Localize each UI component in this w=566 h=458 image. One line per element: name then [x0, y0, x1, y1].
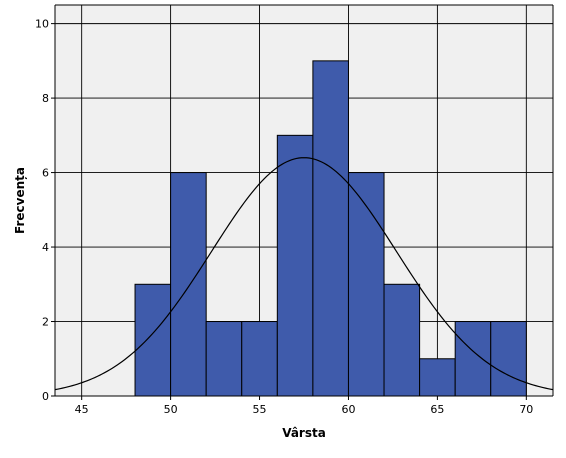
y-tick-label: 4 — [42, 241, 49, 254]
y-tick-label: 6 — [42, 167, 49, 180]
x-tick-label: 55 — [253, 403, 267, 416]
histogram-bar — [170, 172, 207, 397]
histogram-bar — [454, 321, 492, 397]
x-axis-title: Vârsta — [282, 426, 326, 440]
tick-labels: 0 2 4 6 8 10 45 50 55 60 65 70 — [35, 18, 533, 416]
histogram-bar — [241, 321, 278, 397]
histogram-bar — [490, 321, 527, 397]
histogram-bar — [134, 283, 172, 397]
y-tick-label: 8 — [42, 92, 49, 105]
y-tick-label: 10 — [35, 18, 49, 31]
histogram-bar — [276, 134, 314, 397]
histogram-bars — [134, 60, 527, 397]
x-tick-label: 65 — [430, 403, 444, 416]
x-tick-label: 45 — [75, 403, 89, 416]
normal-curve — [54, 157, 554, 391]
histogram-bar — [383, 283, 421, 397]
x-tick-label: 50 — [164, 403, 178, 416]
axes — [54, 4, 554, 397]
y-axis-title: Frecvența — [13, 167, 27, 234]
histogram-bar — [347, 172, 385, 397]
y-tick-label: 0 — [42, 390, 49, 403]
x-tick-label: 60 — [341, 403, 355, 416]
histogram-bar — [205, 321, 243, 397]
y-tick-label: 2 — [42, 316, 49, 329]
histogram-bar — [312, 60, 349, 397]
x-tick-label: 70 — [519, 403, 533, 416]
histogram-bar — [419, 358, 456, 397]
